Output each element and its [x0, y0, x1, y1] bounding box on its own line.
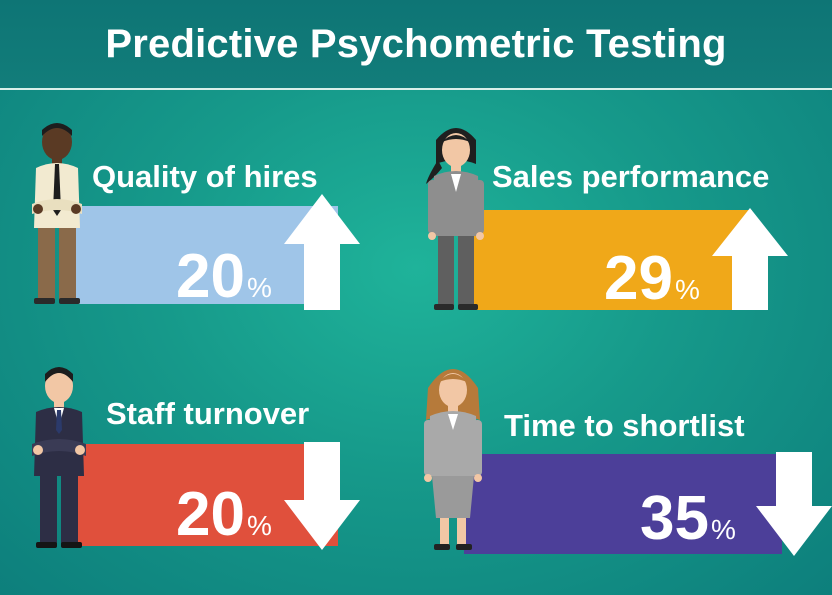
stat-label-quality-of-hires: Quality of hires: [92, 159, 318, 194]
stat-value-quality-of-hires: 20%: [176, 242, 272, 311]
page-title: Predictive Psychometric Testing: [105, 21, 727, 66]
businessman-icon: [32, 367, 86, 548]
stat-value-staff-turnover: 20%: [176, 480, 272, 549]
stat-label-staff-turnover: Staff turnover: [106, 396, 310, 431]
title-bar: Predictive Psychometric Testing: [0, 0, 832, 90]
stat-value-time-to-shortlist: 35%: [640, 484, 736, 553]
stat-bar-sales-performance: [470, 210, 752, 310]
arrow-down-icon: [284, 442, 360, 550]
stat-label-sales-performance: Sales performance: [492, 159, 770, 194]
stat-bar-staff-turnover: [76, 444, 338, 546]
arrow-up-icon: [712, 208, 788, 310]
man-in-tie-icon: [32, 123, 82, 304]
stat-value-sales-performance: 29%: [604, 244, 700, 313]
arrow-up-icon: [284, 194, 360, 310]
stat-bar-quality-of-hires: [76, 206, 338, 304]
stat-label-time-to-shortlist: Time to shortlist: [504, 408, 745, 443]
stat-bar-time-to-shortlist: [464, 454, 782, 554]
woman-in-suit-icon: [426, 128, 484, 310]
arrow-down-icon: [756, 452, 832, 556]
businesswoman-icon: [424, 369, 482, 550]
